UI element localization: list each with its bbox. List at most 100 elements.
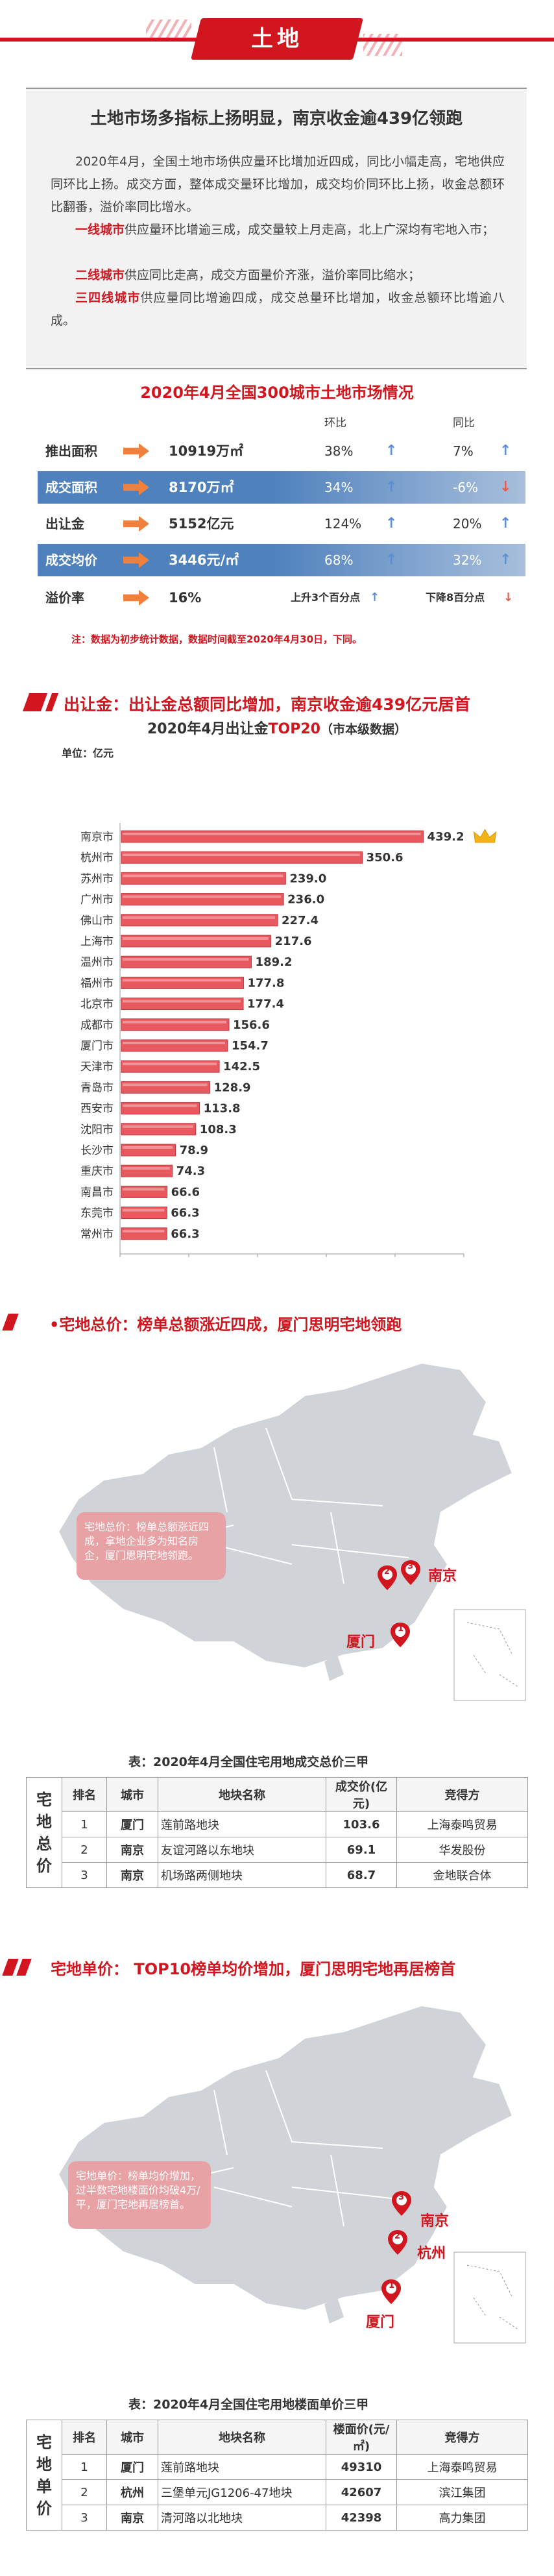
bar-highlight	[123, 1229, 165, 1233]
data-label: 439.2	[428, 830, 464, 844]
section-marker	[2, 1314, 19, 1331]
category-label: 佛山市	[80, 914, 114, 927]
category-label: 福州市	[80, 977, 114, 990]
table-header-cell: 城市	[106, 2420, 158, 2455]
table-header-cell: 楼面价(元/㎡)	[326, 2420, 397, 2455]
table-cell: 南京	[106, 2505, 158, 2531]
bar-highlight	[123, 1167, 170, 1170]
table-cell: 42398	[326, 2505, 397, 2531]
market-row-label: 溢价率	[45, 590, 84, 606]
arrow-up-icon: ↑	[385, 515, 398, 532]
bar	[121, 872, 286, 885]
table2: 宅地单价 排名 城市 地块名称 楼面价(元/㎡) 竞得方 1 厦门 莲前路地块 …	[26, 2420, 528, 2531]
table-header-cell: 城市	[106, 1777, 158, 1812]
table1-title: 表：2020年4月全国住宅用地成交总价三甲	[128, 1755, 369, 1769]
category-label: 天津市	[80, 1061, 114, 1073]
arrow-up-icon: ↑	[385, 552, 398, 568]
category-label: 沈阳市	[80, 1123, 114, 1136]
bar-highlight	[123, 1020, 226, 1024]
pin-rank-label: 3	[398, 2192, 405, 2202]
bar	[121, 1102, 200, 1115]
tier3-tag: 三四线城市	[75, 291, 141, 305]
pin-rank-3: 3	[401, 1560, 420, 1588]
bar	[121, 1164, 173, 1177]
bar	[121, 935, 272, 948]
data-label: 236.0	[287, 893, 324, 907]
pin-rank-1: 1	[391, 1623, 410, 1650]
bar-highlight	[123, 937, 269, 940]
table-cell: 高力集团	[396, 2505, 528, 2531]
map-pin-icon	[401, 1560, 420, 1585]
market-row-yoy: -6%	[453, 480, 478, 495]
market-row-yoy: 下降8百分点	[426, 591, 485, 604]
table-cell: 2	[62, 2479, 107, 2505]
map-pin-icon	[392, 2191, 411, 2216]
arrow-up-icon: ↑	[500, 552, 512, 568]
south-china-sea-inset	[453, 1609, 526, 1701]
table-cell: 华发股份	[396, 1837, 528, 1863]
chart-title-main: 2020年4月出让金	[147, 721, 269, 737]
market-row-value: 5152亿元	[169, 516, 234, 532]
category-label: 厦门市	[80, 1040, 114, 1053]
market-row-value: 10919万㎡	[169, 443, 244, 459]
table-cell: 滨江集团	[396, 2479, 528, 2505]
category-label: 广州市	[80, 894, 114, 907]
bar	[121, 914, 278, 927]
data-label: 142.5	[223, 1060, 260, 1073]
market-row-mom: 68%	[324, 552, 354, 568]
bar-highlight	[123, 958, 249, 961]
market-row-label: 成交面积	[45, 480, 97, 495]
bar	[121, 1123, 197, 1136]
table-header-cell: 排名	[62, 2420, 107, 2455]
table-cell: 杭州	[106, 2479, 158, 2505]
category-label: 成都市	[80, 1019, 114, 1032]
category-label: 温州市	[80, 956, 114, 969]
market-row-mom: 34%	[324, 480, 354, 495]
data-label: 217.6	[275, 935, 312, 948]
arrow-right-icon	[123, 590, 149, 606]
map-pin-icon	[378, 1565, 397, 1590]
data-label: 177.8	[247, 976, 284, 990]
bar	[121, 830, 424, 843]
arrow-up-icon: ↑	[500, 515, 512, 532]
bar	[121, 955, 252, 968]
table-row: 1 厦门 莲前路地块 103.6 上海泰鸣贸易	[27, 1811, 528, 1837]
table-cell: 南京	[106, 1837, 158, 1863]
section-marker	[22, 693, 48, 711]
arrow-up-icon: ↑	[500, 443, 512, 459]
china-shape	[57, 1362, 514, 1669]
data-label: 113.8	[204, 1102, 241, 1116]
header-stripe-right	[363, 34, 402, 56]
inset-lines	[466, 1622, 520, 1688]
table-cell: 3	[62, 2505, 107, 2531]
market-row-fade	[272, 471, 525, 504]
data-label: 128.9	[214, 1081, 251, 1094]
table-cell: 清河路以北地块	[158, 2505, 326, 2531]
table-row: 2 杭州 三堡单元JG1206-47地块 42607 滨江集团	[27, 2479, 528, 2505]
south-china-sea-inset	[453, 2251, 526, 2344]
market-row-label: 推出面积	[45, 443, 97, 459]
table-cell: 2	[62, 1837, 107, 1863]
map-pin-icon	[388, 2230, 407, 2255]
col-header-yoy: 同比	[453, 417, 475, 430]
category-label: 上海市	[80, 935, 114, 948]
data-label: 350.6	[367, 851, 403, 865]
table-cell: 友谊河路以东地块	[158, 1837, 326, 1863]
market-row-mom: 上升3个百分点	[291, 591, 361, 604]
bar	[121, 893, 284, 906]
table-row: 2 南京 友谊河路以东地块 69.1 华发股份	[27, 1837, 528, 1863]
table-cell: 3	[62, 1862, 107, 1888]
pin-rank-label: 3	[407, 1562, 414, 1571]
bar	[121, 1039, 228, 1052]
tier2-tag: 二线城市	[75, 268, 125, 282]
bar-highlight	[123, 1083, 208, 1086]
table-cell: 莲前路地块	[158, 1811, 326, 1837]
tier2-text: 供应同比走高，成交方面量价齐涨，溢价率同比缩水；	[125, 268, 421, 282]
summary-paragraph-1: 2020年4月，全国土地市场供应量环比增加近四成，同比小幅走高，宅地供应同环比上…	[51, 154, 505, 214]
table-cell: 南京	[106, 1862, 158, 1888]
market-row-fade	[272, 544, 525, 576]
table-row: 3 南京 机场路两侧地块 68.7 金地联合体	[27, 1862, 528, 1888]
pin-label-nanjing: 南京	[428, 1568, 457, 1584]
tier1-text: 供应量环比增逾三成，成交量较上月走高，北上广深均有宅地入市；	[125, 223, 495, 237]
bar-highlight	[123, 979, 241, 982]
